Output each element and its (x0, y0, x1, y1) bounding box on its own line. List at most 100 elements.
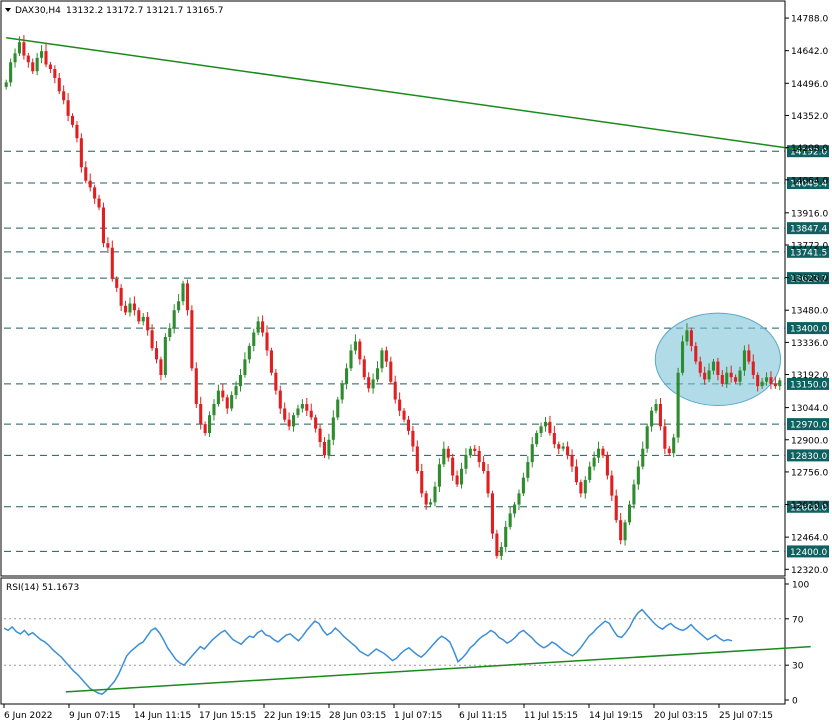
candle-body (230, 395, 234, 409)
candle-body (208, 415, 212, 434)
level-label-bg (787, 245, 829, 258)
candle-body (446, 448, 450, 458)
candle-body (274, 372, 278, 391)
y-tick-label: 12464.0 (791, 534, 828, 544)
candle-body (336, 399, 340, 418)
candle-body (269, 350, 273, 373)
candle-body (490, 493, 495, 534)
candle-body (636, 466, 640, 485)
y-tick-label: 13916.0 (791, 209, 828, 219)
candle-body (521, 477, 525, 494)
ohlc-readout: 13132.2 13172.7 13121.7 13165.7 (66, 6, 223, 16)
candle-body (40, 51, 44, 58)
candle-body (716, 361, 720, 375)
y-tick-label: 13480.0 (791, 307, 828, 317)
rsi-pane-frame (0, 577, 786, 705)
candle-body (517, 493, 521, 505)
candle-body (309, 410, 313, 418)
level-label: 12600.0 (790, 503, 827, 513)
level-label-bg (787, 272, 829, 285)
candle-body (124, 305, 128, 313)
rsi-y-tick-label: 30 (792, 662, 804, 672)
level-label: 13741.5 (790, 248, 827, 258)
candle-body (314, 417, 318, 429)
candle-body (747, 350, 751, 362)
level-label: 14049.4 (790, 180, 827, 190)
y-tick-label: 12610.0 (791, 501, 828, 511)
candle-body (552, 433, 556, 445)
candle-body (574, 466, 578, 483)
candle-body (194, 368, 198, 405)
candle-body (526, 462, 530, 478)
level-label: 13400.0 (790, 325, 827, 335)
candle-body (62, 91, 66, 101)
candle-body (305, 404, 309, 411)
candle-body (340, 383, 344, 400)
y-tick-label: 14208.0 (791, 144, 828, 154)
level-label: 12400.0 (790, 548, 827, 558)
candle-body (212, 404, 216, 416)
x-tick-label: 14 Jul 19:15 (589, 711, 643, 721)
candle-body (535, 433, 539, 445)
candle-body (778, 380, 782, 387)
candle-body (137, 310, 141, 322)
candle-body (760, 381, 764, 387)
x-tick-label: 6 Jul 11:15 (459, 711, 507, 721)
candle-body (459, 468, 464, 485)
candle-body (345, 368, 349, 384)
y-tick-label: 14352.0 (791, 112, 828, 122)
rsi-y-tick-label: 70 (792, 615, 804, 625)
candle-body (734, 377, 738, 382)
candle-body (146, 316, 150, 331)
candle-body (159, 359, 163, 375)
level-label-bg (787, 449, 829, 462)
candle-body (283, 408, 287, 420)
candle-body (650, 410, 654, 427)
candle-body (141, 316, 145, 322)
candle-body (393, 381, 397, 400)
candle-body (261, 321, 265, 333)
candle-body (455, 475, 459, 485)
candle-body (331, 417, 335, 440)
candle-body (322, 441, 327, 456)
dropdown-triangle-icon[interactable] (5, 8, 11, 12)
y-tick-label: 13626.0 (791, 274, 828, 284)
candle-body (725, 372, 729, 384)
candle-body (667, 448, 671, 454)
level-label-bg (787, 222, 829, 235)
candle-body (150, 330, 154, 349)
candle-body (477, 450, 481, 463)
candle-body (597, 448, 601, 458)
candle-body (66, 100, 70, 116)
resistance-trendline[interactable] (6, 36, 811, 152)
candle-body (570, 455, 574, 467)
candle-body (610, 475, 614, 496)
candle-body (190, 310, 194, 369)
candle-body (442, 448, 446, 465)
candle-body (499, 546, 503, 556)
price-axis: 14788.0 14642.0 14496.0 14352.0 14208.0 14064… (785, 15, 828, 576)
candle-body (53, 69, 57, 78)
candle-body (318, 428, 322, 442)
candle-body (75, 124, 79, 139)
candle-body (265, 332, 269, 351)
candle-body (672, 437, 676, 454)
candle-body (729, 372, 733, 378)
candle-body (406, 419, 411, 431)
candle-body (384, 350, 388, 362)
candle-body (203, 424, 207, 434)
candle-body (296, 408, 300, 416)
header: DAX30,H4 13132.2 13172.7 13121.7 13165.7 (5, 6, 223, 16)
candle-body (566, 446, 570, 456)
candle-body (199, 404, 203, 425)
level-label-bg (787, 418, 829, 431)
candle-body (605, 455, 609, 476)
candle-body (742, 350, 746, 371)
candle-body (57, 77, 61, 92)
rsi-support-trendline[interactable] (65, 645, 811, 693)
y-tick-label: 14064.0 (791, 176, 828, 186)
candle-body (243, 359, 247, 375)
candle-body (415, 446, 419, 472)
candle-body (353, 341, 357, 351)
